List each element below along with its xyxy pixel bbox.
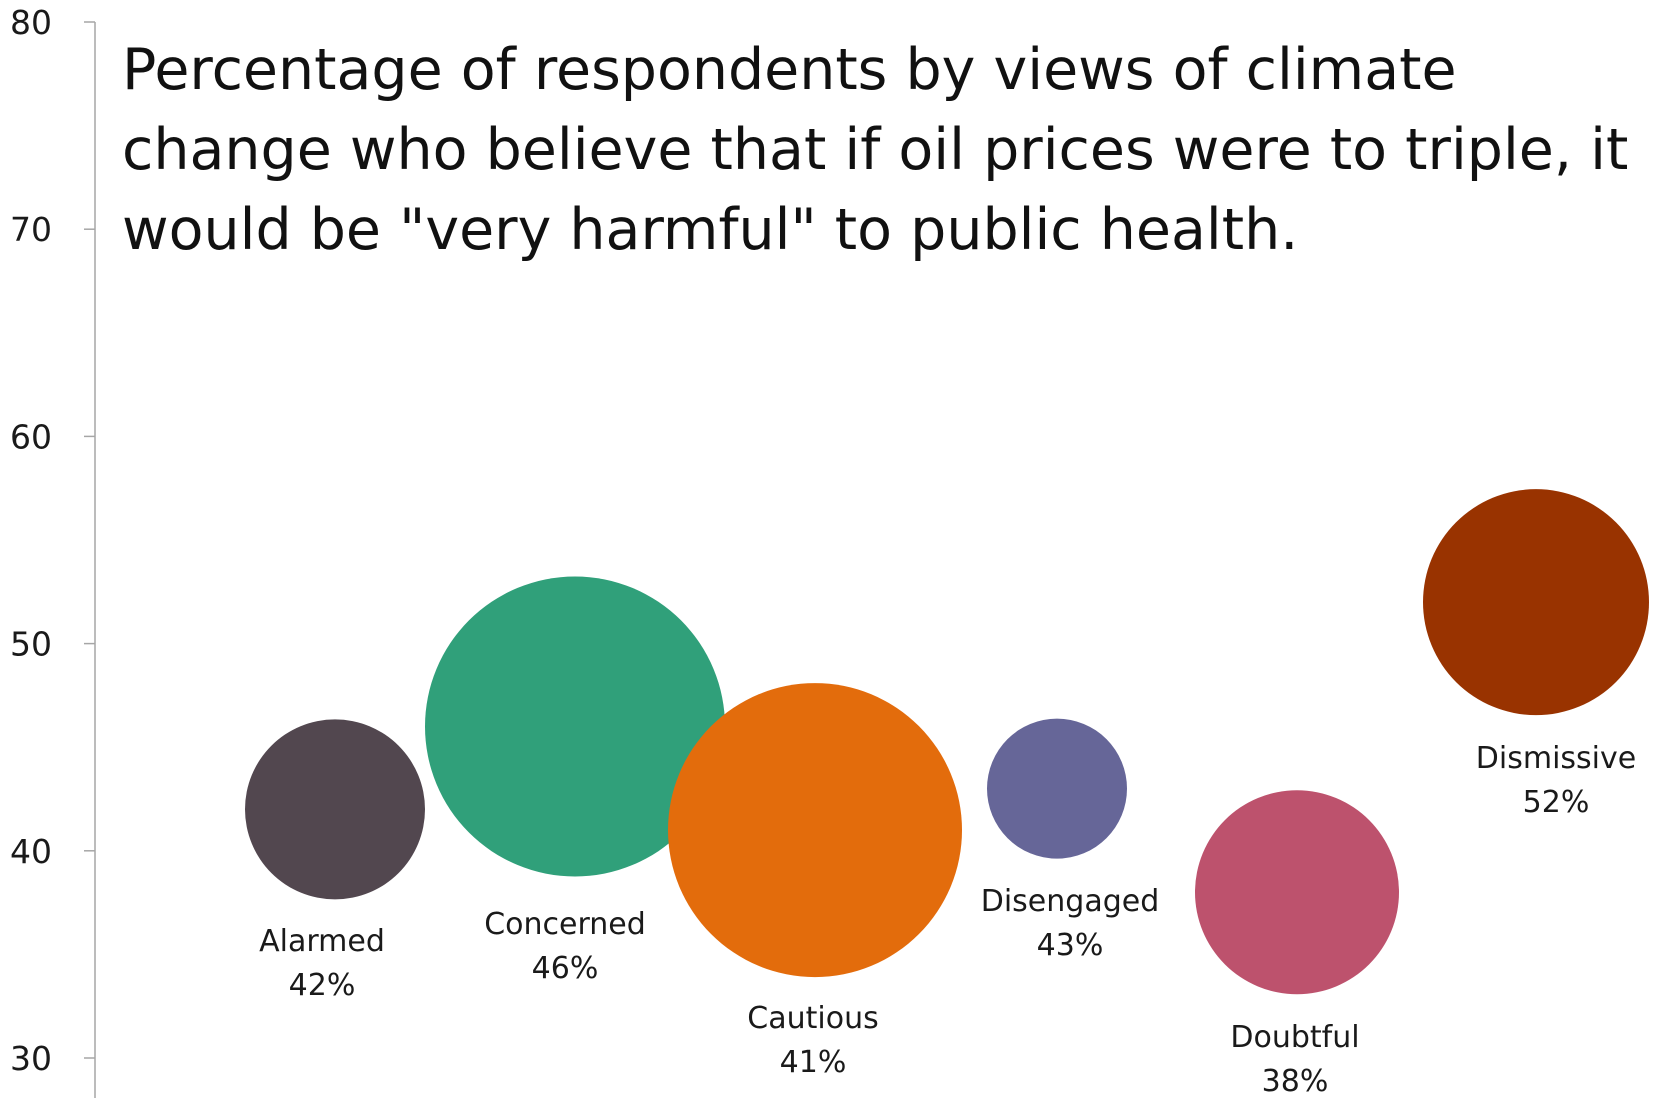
bubble-label-alarmed: Alarmed: [259, 924, 385, 959]
y-tick-label: 30: [10, 1039, 52, 1078]
bubble-label-cautious: Cautious: [747, 1001, 878, 1036]
bubble-label-disengaged: Disengaged: [981, 884, 1160, 919]
y-tick-label: 50: [10, 625, 52, 664]
bubble-value-dismissive: 52%: [1523, 785, 1590, 820]
bubble-dismissive: [1423, 489, 1649, 716]
bubble-label-doubtful: Doubtful: [1230, 1020, 1359, 1055]
chart-title: Percentage of respondents by views of cl…: [122, 37, 1629, 263]
y-tick-label: 40: [10, 832, 52, 871]
bubble-disengaged: [987, 718, 1127, 859]
bubble-value-doubtful: 38%: [1262, 1064, 1329, 1098]
bubble-label-dismissive: Dismissive: [1476, 741, 1636, 776]
y-tick-label: 70: [10, 210, 52, 249]
bubble-cautious: [668, 683, 962, 978]
bubble-label-concerned: Concerned: [484, 907, 646, 942]
y-tick-label: 80: [10, 3, 52, 42]
y-tick-label: 60: [10, 417, 52, 456]
bubble-value-disengaged: 43%: [1037, 928, 1104, 963]
bubble-value-alarmed: 42%: [289, 968, 356, 1003]
bubble-concerned: [425, 576, 725, 877]
bubble-value-cautious: 41%: [780, 1045, 847, 1080]
bubble-value-concerned: 46%: [532, 951, 599, 986]
bubble-doubtful: [1195, 790, 1399, 995]
bubble-alarmed: [245, 719, 425, 900]
